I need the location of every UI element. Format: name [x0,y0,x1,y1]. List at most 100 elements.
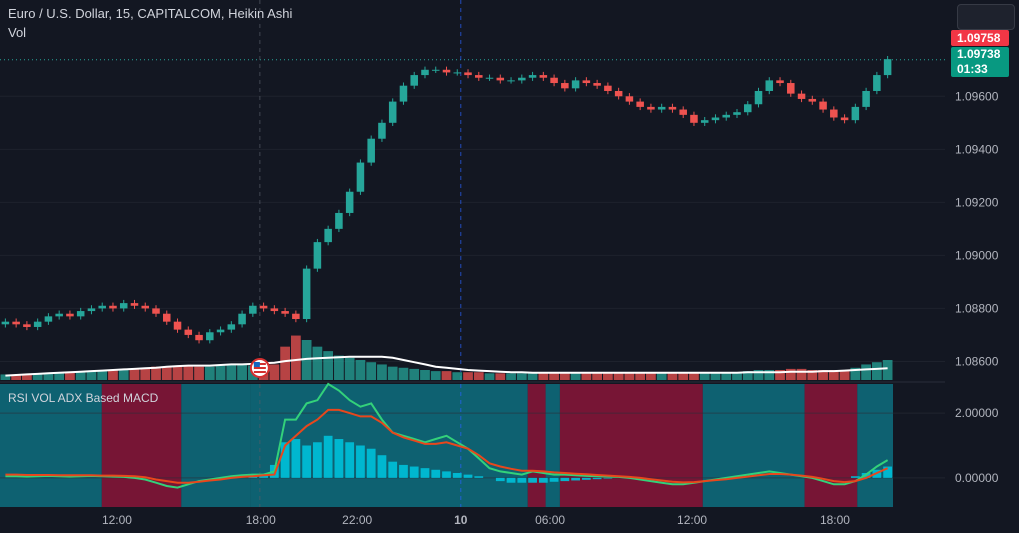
symbol-title[interactable]: Euro / U.S. Dollar, 15, CAPITALCOM, Heik… [8,6,293,21]
trend-zone [545,384,560,507]
volume-bar [0,374,11,380]
time-tick-label: 22:00 [342,513,372,527]
volume-bar [269,364,280,380]
candle-body [862,90,870,107]
volume-bar [183,365,194,380]
volume-bar [65,372,75,380]
candle-body [313,242,322,269]
volume-bar [75,372,86,380]
histogram-bar [366,448,376,478]
trend-zone [527,384,546,507]
volume-bar [484,373,495,380]
volume-bar [613,373,624,380]
candle-body [539,75,548,78]
candle-body [700,120,709,123]
last-price-tag: 1.09758 [951,30,1009,46]
volume-bar [710,372,721,380]
candle-body [335,212,343,229]
histogram-bar [442,471,451,478]
volume-bar [581,373,592,380]
volume-bar [796,368,807,380]
trend-zone [804,384,858,507]
volume-ma [5,355,888,377]
candle-body [690,114,698,123]
volume-bar [215,365,226,380]
volume-bar [323,351,334,380]
histogram-bar [356,445,365,478]
volume-bar [775,370,785,380]
volume-bar [355,360,366,380]
volume-bar [97,371,108,380]
volume-bar [161,366,172,380]
time-tick-label: 12:00 [677,513,707,527]
volume-bar [699,372,710,380]
volume-bar [226,364,237,380]
histogram-bar [388,461,398,478]
candle-body [743,104,752,113]
histogram-bar [517,477,527,483]
volume-bar [549,372,559,380]
volume-bar [570,373,581,380]
chart-settings-box[interactable] [957,4,1015,30]
histogram-bar [538,477,548,483]
candle-body [259,305,268,309]
candle-body [657,106,666,110]
flag-stripe [253,371,266,373]
candle-body [23,324,31,327]
volume-bar [86,371,97,380]
volume-ma-line [5,355,888,377]
histogram-bar [302,445,312,478]
histogram-bar [571,477,580,481]
histogram-bar [495,477,505,482]
candle-body [44,316,53,322]
trend-zone [702,384,805,507]
candle-body [614,90,623,97]
candle-body [485,77,494,79]
volume-bar [871,362,882,380]
histogram-bar [883,466,892,478]
volume-bar [861,364,871,380]
flag-stripe [253,367,266,369]
volume-bar [506,373,516,380]
volume-bar [538,372,549,380]
candle-body [302,268,311,320]
indicator-legend[interactable]: RSI VOL ADX Based MACD [8,391,159,405]
candle-body [550,77,558,84]
candle-body [647,106,655,110]
candle-body [819,101,827,110]
candle-body [119,303,128,309]
time-tick-label: 18:00 [246,513,276,527]
histogram-bar [452,473,462,478]
histogram-bar [528,477,537,483]
volume-bar [334,355,344,380]
volume-bar [398,367,409,380]
candle-body [130,303,139,306]
volume-bar [280,346,290,380]
macd-lines [5,382,889,489]
candle-body [571,80,580,89]
volume-bar [764,370,775,380]
volume-bar [377,364,387,380]
candle-body [292,313,300,320]
histogram-bar [474,476,484,478]
volume-bar [753,370,764,380]
candle-body [98,305,106,309]
histogram-bar [850,476,860,478]
volume-bar [732,372,742,380]
candle-body [851,106,860,121]
volume-bar [635,372,646,380]
histogram-bar [323,435,333,478]
heikin-ashi-candles [1,55,892,378]
volume-bar [785,368,796,380]
volume-bar [850,367,861,380]
candle-body [216,329,225,333]
volume-bar [742,371,753,380]
volume-bar [516,373,527,380]
candle-body [840,117,849,121]
volume-legend[interactable]: Vol [8,25,27,40]
candle-body [873,75,881,91]
candle-body [679,109,687,115]
volume-bar [344,357,355,380]
